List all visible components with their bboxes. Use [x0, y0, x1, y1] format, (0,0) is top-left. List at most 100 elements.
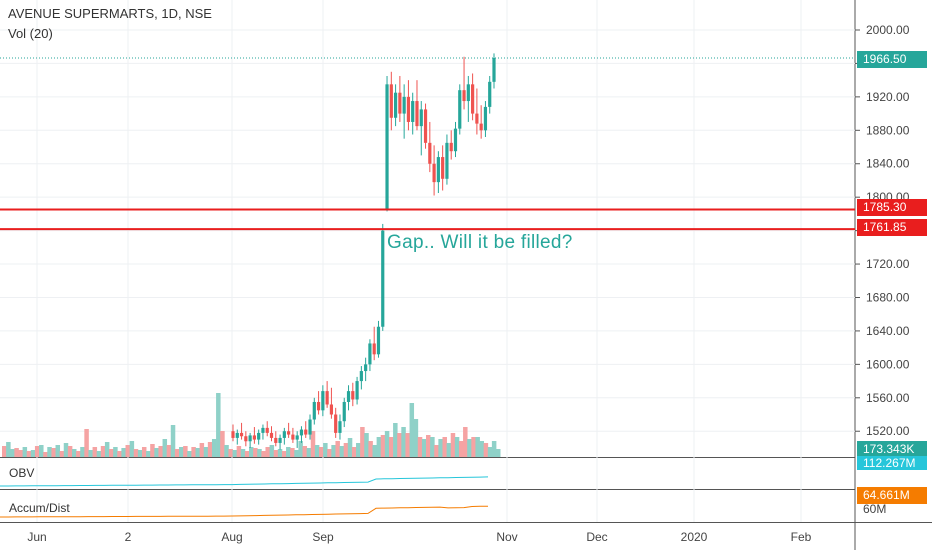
volume-bar	[211, 439, 217, 457]
indicator-lines	[0, 57, 855, 518]
volume-bar	[244, 451, 250, 457]
candle-body	[355, 381, 359, 400]
volume-bar	[388, 437, 394, 457]
candle-body	[248, 435, 252, 442]
candle-body	[483, 106, 488, 131]
volume-bar	[39, 445, 44, 457]
volume-bar	[113, 447, 118, 457]
ad-pane-label[interactable]: Accum/Dist	[9, 501, 70, 515]
candle-body	[445, 142, 449, 179]
volume-bar	[240, 449, 246, 457]
candle-body	[329, 404, 334, 415]
ad-tag: 64.661M	[857, 487, 927, 504]
volume-bar	[43, 452, 48, 457]
candle-body	[364, 364, 368, 372]
volume-bar	[290, 448, 295, 457]
volume-bar	[442, 437, 447, 457]
volume-bar	[96, 451, 102, 457]
candle-body	[252, 435, 256, 440]
candle-body	[257, 432, 261, 440]
volume-bar	[207, 442, 213, 457]
candle-body	[453, 128, 458, 152]
candle-body	[346, 391, 351, 402]
volume-bar	[26, 451, 32, 457]
volume-bar	[286, 447, 291, 457]
hline-upper-tag: 1785.30	[857, 199, 927, 216]
volume-bar	[10, 449, 15, 457]
candle-body	[316, 401, 321, 411]
volume-bar	[323, 443, 328, 457]
volume-bar	[438, 439, 443, 457]
volume-bar	[125, 445, 130, 457]
candle-body	[492, 58, 496, 82]
volume-bar	[92, 447, 98, 457]
candle-body	[304, 429, 308, 435]
candle-body	[385, 84, 389, 210]
volume-bar	[364, 433, 369, 457]
candle-body	[325, 391, 329, 405]
y-tick-label: 1560.00	[866, 391, 910, 405]
candle-body	[338, 421, 342, 433]
obv-line	[0, 476, 489, 487]
x-tick-label: Jun	[27, 530, 46, 544]
candle-body	[393, 92, 398, 118]
volume-bar	[409, 403, 415, 457]
last-price-tag: 1966.50	[857, 51, 927, 68]
candle-body	[389, 84, 393, 118]
candle-body	[239, 432, 244, 437]
candlestick-series	[231, 53, 496, 450]
candle-body	[287, 431, 291, 435]
volume-bar	[162, 439, 168, 457]
volume-bar	[84, 429, 89, 457]
volume-bar	[104, 442, 110, 457]
y-tick-label: 1520.00	[866, 424, 910, 438]
volume-bar	[298, 441, 303, 457]
candle-body	[423, 109, 428, 143]
volume-bar	[430, 437, 435, 457]
candle-body	[291, 434, 295, 440]
volume-bar	[100, 446, 106, 457]
volume-bar	[109, 449, 114, 457]
volume-bar	[47, 447, 52, 457]
volume-bar	[347, 438, 353, 457]
candle-body	[428, 142, 432, 164]
gap-annotation[interactable]: Gap.. Will it be filled?	[387, 232, 573, 253]
volume-bar	[351, 447, 357, 457]
candle-body	[235, 432, 239, 438]
candle-body	[372, 343, 376, 355]
volume-bar	[463, 427, 468, 457]
x-tick-label: Feb	[791, 530, 812, 544]
volume-bar	[302, 446, 308, 457]
volume-bar	[471, 437, 476, 457]
volume-bar	[434, 445, 439, 457]
x-tick-label: Dec	[586, 530, 607, 544]
volume-bar	[454, 437, 460, 457]
y-tick-label: 1720.00	[866, 257, 910, 271]
symbol-title: AVENUE SUPERMARTS, 1D, NSE	[8, 6, 212, 21]
volume-indicator-label[interactable]: Vol (20)	[8, 26, 53, 41]
volume-bar	[195, 448, 200, 457]
y-tick-label: 1680.00	[866, 290, 910, 304]
y-tick-label: 1840.00	[866, 157, 910, 171]
volume-bar	[257, 449, 262, 457]
volume-bar	[343, 443, 349, 457]
volume-bar	[483, 443, 489, 457]
candle-body	[321, 391, 325, 411]
volume-bar	[174, 449, 180, 457]
candle-body	[441, 157, 445, 179]
candle-body	[282, 431, 286, 438]
y-tick-label: 1880.00	[866, 123, 910, 137]
volume-bar	[18, 450, 23, 457]
candle-body	[406, 96, 411, 122]
candle-body	[261, 427, 265, 433]
volume-bar	[183, 446, 188, 457]
obv-pane-label[interactable]: OBV	[9, 466, 35, 480]
time-axis[interactable]: Jun 2 Aug Sep Nov Dec 2020 Feb	[27, 530, 811, 544]
candle-body	[449, 142, 453, 152]
obv-tag: 112.267M	[857, 456, 927, 470]
candle-body	[299, 429, 304, 436]
volume-bar	[253, 448, 258, 457]
volume-bar	[269, 445, 275, 457]
